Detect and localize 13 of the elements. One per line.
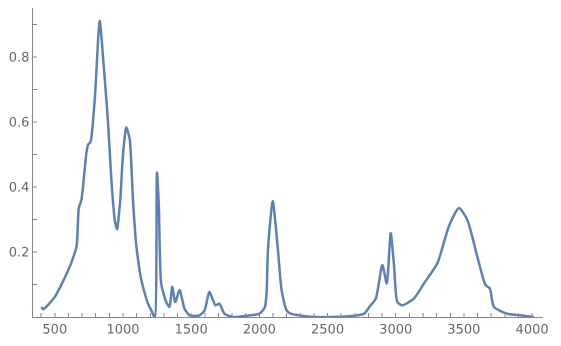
x-tick-label: 500: [42, 322, 68, 338]
x-tick-label: 1000: [106, 322, 140, 338]
x-tick-label: 3000: [379, 322, 412, 338]
x-tick-label: 2000: [242, 322, 276, 338]
x-tick-label: 4000: [516, 322, 549, 338]
y-tick-label: 0.2: [8, 246, 30, 260]
y-tick-label: 0.8: [8, 50, 30, 66]
x-tick-label: 1500: [174, 322, 208, 338]
line-series: [40, 20, 535, 317]
x-tick-label: 2500: [311, 322, 344, 338]
y-tick-label: 0.4: [8, 180, 30, 196]
x-tick-label: 3500: [447, 322, 480, 338]
y-tick-label: 0.6: [8, 115, 30, 130]
